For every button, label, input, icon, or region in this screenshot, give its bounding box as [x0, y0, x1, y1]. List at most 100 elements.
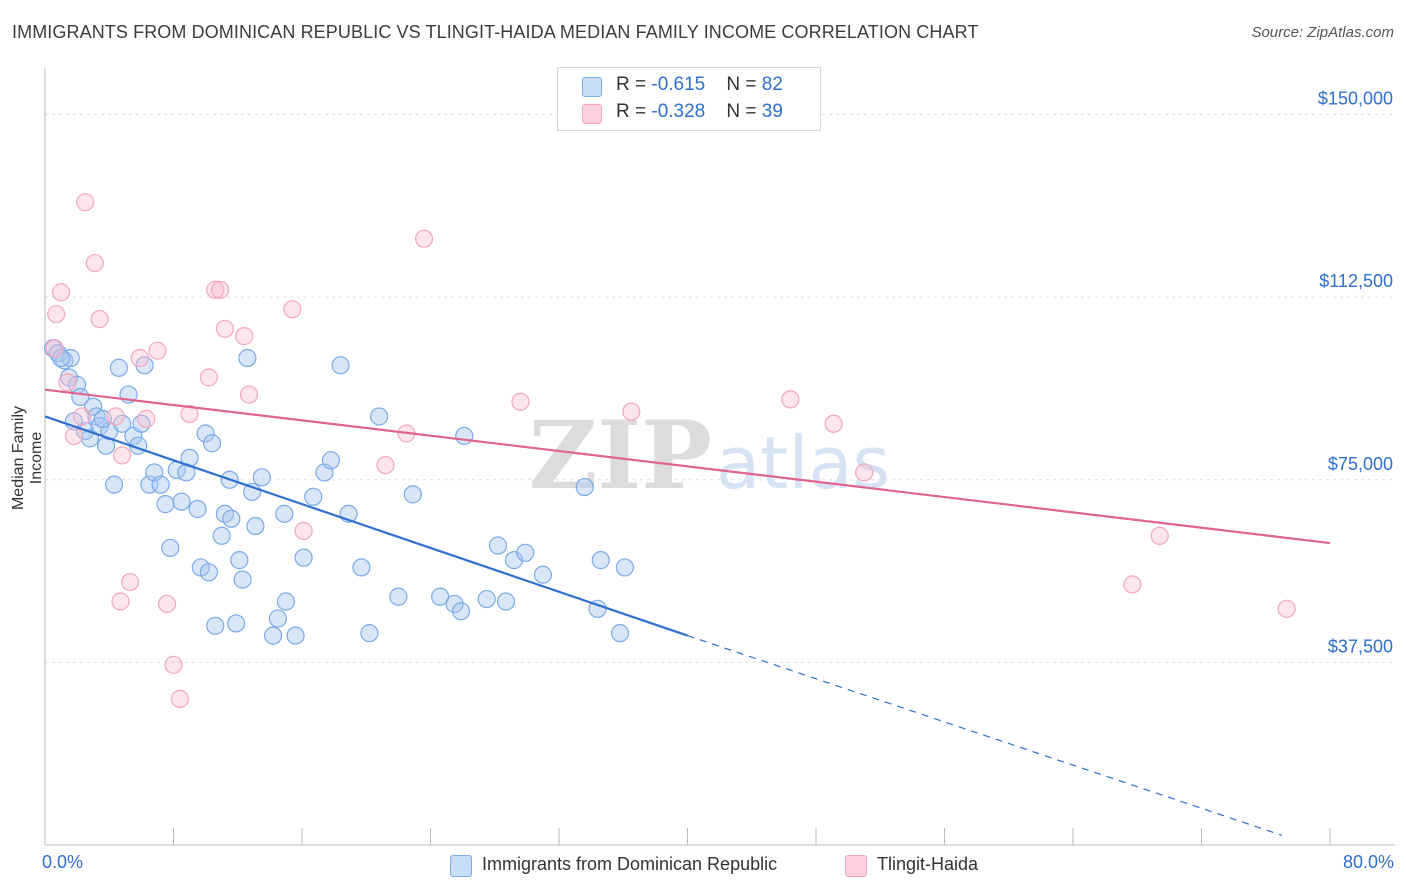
point-dominican-48 [252, 468, 271, 487]
point-dominican-16 [109, 358, 128, 377]
point-tlingit-14 [137, 409, 156, 428]
trend-lines [44, 388, 1331, 836]
point-dominican-38 [212, 526, 231, 545]
point-dominican-52 [276, 592, 296, 611]
point-tlingit-30 [414, 229, 434, 248]
point-dominican-26 [156, 495, 175, 514]
point-dominican-50 [268, 609, 288, 628]
stats-legend: R = -0.615 N = 82 R = -0.328 N = 39 [557, 67, 821, 131]
point-dominican-55 [304, 487, 323, 506]
point-dominican-67 [451, 602, 471, 621]
point-tlingit-0 [45, 339, 64, 358]
legend-swatch-tlingit [845, 855, 867, 877]
point-dominican-27 [161, 538, 180, 558]
point-dominican-42 [227, 614, 246, 633]
x-tick-max: 80.0% [1342, 852, 1394, 872]
point-dominican-61 [360, 624, 379, 643]
point-dominican-70 [488, 536, 508, 555]
point-tlingit-38 [1277, 599, 1296, 618]
series-dominican-points [43, 339, 634, 645]
point-dominican-69 [477, 589, 496, 609]
point-tlingit-26 [283, 300, 302, 319]
point-tlingit-15 [148, 341, 167, 360]
stats-r-label: R = [616, 101, 652, 122]
point-tlingit-6 [76, 193, 95, 212]
point-tlingit-12 [121, 572, 140, 592]
watermark: ZIP atlas [529, 401, 890, 511]
point-dominican-49 [263, 626, 283, 645]
stats-r-tlingit: -0.328 [651, 101, 706, 122]
stats-r-dominican: -0.615 [651, 74, 706, 95]
point-dominican-65 [431, 587, 450, 606]
point-dominican-37 [206, 616, 225, 635]
point-tlingit-4 [64, 426, 84, 446]
point-dominican-25 [151, 475, 170, 494]
point-dominican-73 [516, 543, 535, 562]
point-tlingit-5 [72, 407, 92, 426]
point-tlingit-8 [90, 309, 109, 329]
point-dominican-64 [403, 485, 422, 504]
series-legend: Immigrants from Dominican Republic Tling… [0, 851, 1406, 879]
point-dominican-57 [321, 451, 341, 470]
stats-swatch-tlingit [582, 104, 602, 124]
point-dominican-35 [199, 563, 218, 582]
y-tick-label-3: $150,000 [1318, 89, 1393, 109]
point-tlingit-37 [1150, 526, 1169, 545]
point-tlingit-34 [824, 414, 843, 433]
stats-n-label: N = [726, 101, 762, 122]
legend-label-dominican: Immigrants from Dominican Republic [482, 854, 778, 874]
point-tlingit-28 [376, 456, 395, 475]
point-dominican-60 [352, 558, 371, 577]
legend-label-tlingit: Tlingit-Haida [877, 854, 979, 874]
point-tlingit-16 [157, 594, 177, 614]
trend-tlingit [44, 388, 1331, 545]
point-dominican-15 [104, 475, 124, 494]
point-tlingit-25 [239, 385, 259, 404]
y-tick-labels: $37,500 $75,000 $112,500 $150,000 [1318, 89, 1393, 657]
point-dominican-54 [294, 548, 313, 567]
point-tlingit-19 [180, 404, 199, 424]
point-dominican-32 [188, 499, 207, 519]
y-tick-label-1: $75,000 [1328, 454, 1393, 474]
chart-source: Source: ZipAtlas.com [1251, 24, 1394, 41]
stats-n-tlingit: 39 [761, 101, 783, 122]
point-tlingit-2 [51, 283, 71, 302]
trend-dominican [44, 415, 688, 637]
watermark-zip: ZIP [529, 401, 712, 511]
point-dominican-47 [246, 516, 265, 536]
point-dominican-44 [233, 570, 252, 589]
point-tlingit-1 [47, 305, 66, 324]
point-dominican-78 [610, 624, 630, 643]
point-dominican-63 [389, 587, 408, 606]
point-dominican-77 [591, 551, 610, 570]
point-tlingit-24 [235, 327, 254, 346]
point-tlingit-13 [130, 348, 149, 368]
point-dominican-53 [286, 626, 305, 645]
point-tlingit-10 [111, 592, 130, 611]
point-tlingit-22 [210, 280, 230, 299]
point-dominican-68 [455, 426, 474, 446]
point-dominican-51 [275, 504, 294, 523]
point-dominican-62 [370, 407, 389, 426]
point-dominican-74 [533, 565, 553, 584]
point-tlingit-27 [294, 521, 313, 540]
point-tlingit-7 [85, 253, 104, 273]
point-tlingit-36 [1123, 575, 1142, 594]
watermark-atlas: atlas [716, 421, 890, 505]
legend-swatch-dominican [450, 855, 472, 877]
series-tlingit-points [45, 193, 1296, 709]
y-tick-label-2: $112,500 [1319, 271, 1393, 291]
point-tlingit-20 [199, 368, 218, 387]
point-tlingit-18 [170, 689, 190, 709]
x-tick-min: 0.0% [42, 852, 84, 872]
point-dominican-79 [615, 558, 634, 577]
trend-dominican-extension [687, 635, 1283, 836]
point-tlingit-32 [622, 402, 641, 421]
point-dominican-75 [575, 477, 594, 497]
point-dominican-29 [172, 492, 191, 511]
point-tlingit-31 [511, 392, 530, 411]
point-tlingit-35 [855, 463, 874, 482]
point-dominican-58 [331, 356, 350, 375]
stats-swatch-dominican [582, 77, 602, 97]
